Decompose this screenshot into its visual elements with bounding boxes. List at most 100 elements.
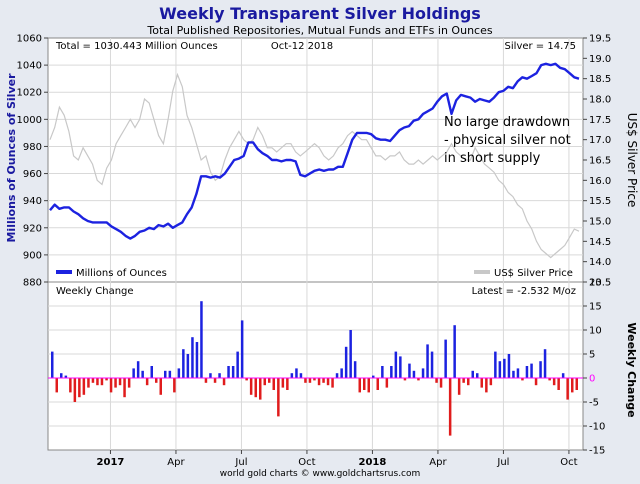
positive-change-bar [408,363,411,378]
y-left-tick-label: 940 [23,196,42,207]
positive-change-bar [231,366,235,378]
negative-change-bar [358,378,361,393]
negative-change-bar [96,378,99,386]
y-left-tick-label: 1020 [17,88,42,99]
y-right-tick-label: 15.5 [589,196,611,207]
chart-subtitle: Total Published Repositories, Mutual Fun… [146,24,492,37]
positive-change-bar [516,368,520,378]
holdings-line [49,62,580,240]
chart-title: Weekly Transparent Silver Holdings [159,4,481,23]
lower-panel-label: Weekly Change [56,286,134,297]
negative-change-bar [55,378,58,393]
positive-change-bar [340,368,343,378]
positive-change-bar [344,346,348,378]
positive-change-bar [426,344,429,378]
negative-change-bar [245,378,248,381]
positive-change-bar [421,368,425,378]
y-right-tick-label: 18.5 [589,74,611,85]
negative-change-bar [435,378,438,383]
positive-change-bar [295,368,298,378]
lower-tick-label: 20 [589,278,602,289]
x-tick-label: Apr [429,457,447,468]
x-tick-label: 2017 [97,457,125,468]
negative-change-bar [467,378,470,386]
negative-change-bar [281,378,285,388]
y-left-tick-label: 960 [23,169,42,180]
positive-change-bar [60,373,63,378]
negative-change-bar [304,378,307,383]
price-label: Silver = 14.75 [505,41,576,52]
positive-change-bar [525,366,529,378]
positive-change-bar [236,351,239,378]
legend-label-holdings: Millions of Ounces [76,268,167,279]
total-label: Total = 1030.443 Million Ounces [55,41,218,52]
negative-change-bar [123,378,126,398]
y-left-tick-label: 1060 [17,34,42,45]
positive-change-bar [195,342,199,378]
negative-change-bar [114,378,117,388]
negative-change-bar [326,378,330,386]
negative-change-bar [317,378,321,386]
positive-change-bar [227,366,230,378]
positive-change-bar [494,351,497,378]
positive-change-bar [177,368,181,378]
positive-change-bar [399,356,402,378]
positive-change-bar [132,368,135,378]
negative-change-bar [571,378,574,393]
negative-change-bar [462,378,465,383]
positive-change-bar [471,370,474,378]
latest-label: Latest = -2.532 M/oz [472,286,576,297]
credit: world gold charts © www.goldchartsrus.co… [220,469,421,479]
negative-change-bar [263,378,266,386]
negative-change-bar [376,378,379,390]
negative-change-bar [489,378,493,386]
lower-tick-label: 10 [589,326,602,337]
positive-change-bar [191,337,194,378]
x-tick-label: 2018 [359,457,387,468]
negative-change-bar [286,378,289,390]
annotation-line-2: - physical silver not [444,133,571,148]
y-right-tick-label: 19.5 [589,34,611,45]
negative-change-bar [363,378,366,390]
legend-label-price: US$ Silver Price [494,268,573,279]
y-left-tick-label: 880 [23,278,42,289]
y-right-tick-label: 14.5 [589,237,611,248]
lower-tick-label: -15 [589,446,605,457]
negative-change-bar [268,378,271,383]
positive-change-bar [186,354,190,378]
negative-change-bar [552,378,556,386]
negative-change-bar [105,378,108,381]
negative-change-bar [367,378,370,393]
y-left-tick-label: 920 [23,223,42,234]
positive-change-bar [394,351,398,378]
negative-change-bar [145,378,149,386]
x-tick-label: Oct [560,457,577,468]
date-label: Oct-12 2018 [271,41,333,52]
negative-change-bar [521,378,524,381]
y-right-tick-label: 16.0 [589,176,611,187]
negative-change-bar [87,378,90,388]
positive-change-bar [168,370,172,378]
negative-change-bar [308,378,312,383]
y-right-tick-label: 17.5 [589,115,611,126]
positive-change-bar [539,361,542,378]
negative-change-bar [127,378,131,388]
axis-ticks: 2017 Apr Jul Oct 2018 Apr Jul Oct 880 900 920 940 96… [17,34,612,469]
negative-change-bar [403,378,407,381]
lower-tick-label: 0 [589,374,595,385]
positive-change-bar [218,373,221,378]
negative-change-bar [331,378,334,388]
left-axis-title: Millions of Ounces of Silver [5,73,18,243]
negative-change-bar [91,378,95,383]
negative-change-bar [222,378,226,386]
negative-change-bar [313,378,316,381]
positive-change-bar [182,349,185,378]
legend-swatch-holdings [56,270,72,274]
negative-change-bar [78,378,81,398]
holdings-series [49,62,580,240]
positive-change-bar [453,325,456,378]
annotation-line-1: No large drawdown [444,115,570,130]
negative-change-bar [155,378,158,383]
positive-change-bar [164,370,167,378]
positive-change-bar [299,373,303,378]
